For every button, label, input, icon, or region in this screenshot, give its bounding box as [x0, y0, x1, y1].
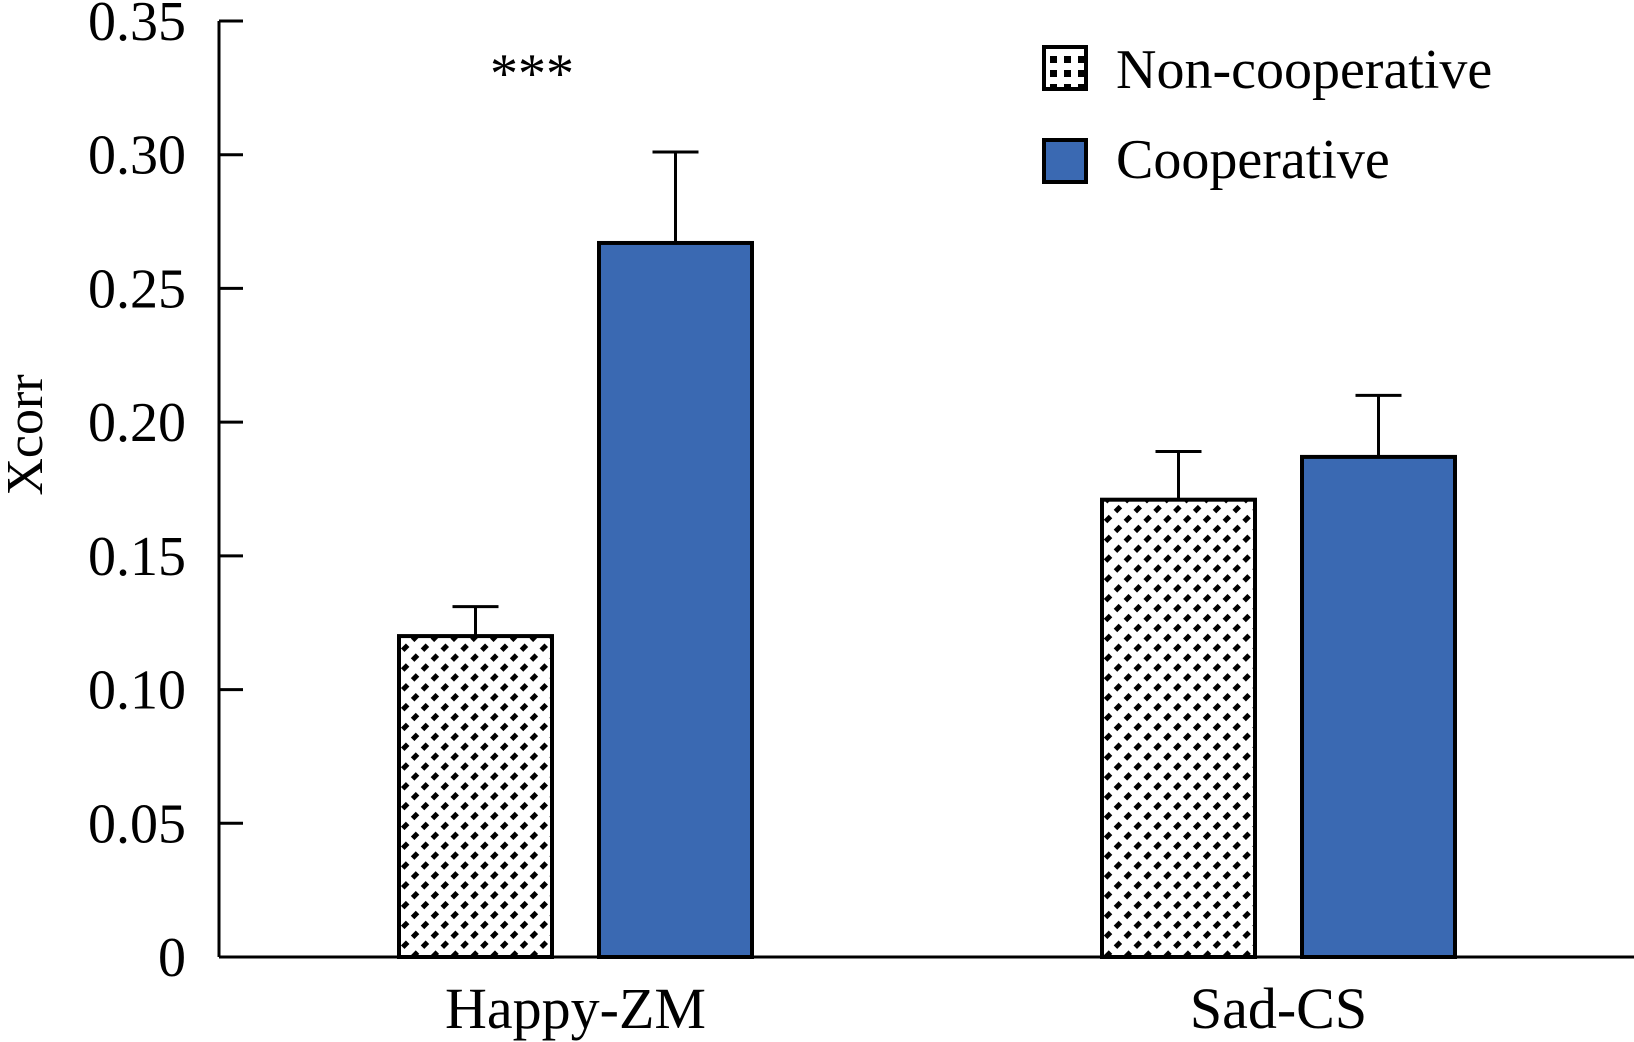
bar-sad-cs-cooperative [1300, 454, 1457, 959]
y-tick-label: 0.35 [88, 0, 186, 53]
bar-sad-cs-non-cooperative [1100, 497, 1257, 959]
y-axis-label: Xcorr [0, 374, 54, 495]
significance-annotation: *** [490, 43, 574, 105]
legend-label-non-cooperative: Non-cooperative [1116, 39, 1492, 101]
legend-swatch-non-cooperative [1042, 45, 1088, 91]
x-category-label: Happy-ZM [445, 976, 706, 1041]
bar-happy-zm-cooperative [597, 240, 754, 960]
bar-happy-zm-non-cooperative [397, 634, 554, 959]
y-tick-label: 0.15 [88, 526, 186, 588]
y-tick-label: 0.25 [88, 258, 186, 320]
x-category-label: Sad-CS [1190, 976, 1367, 1041]
legend: Non-cooperative Cooperative [1042, 39, 1492, 191]
y-tick-label: 0.20 [88, 392, 186, 454]
legend-swatch-cooperative [1042, 138, 1088, 184]
legend-label-cooperative: Cooperative [1116, 129, 1390, 191]
y-tick-label: 0 [158, 927, 186, 989]
y-tick-label: 0.10 [88, 660, 186, 722]
y-tick-label: 0.30 [88, 125, 186, 187]
y-tick-label: 0.05 [88, 793, 186, 855]
